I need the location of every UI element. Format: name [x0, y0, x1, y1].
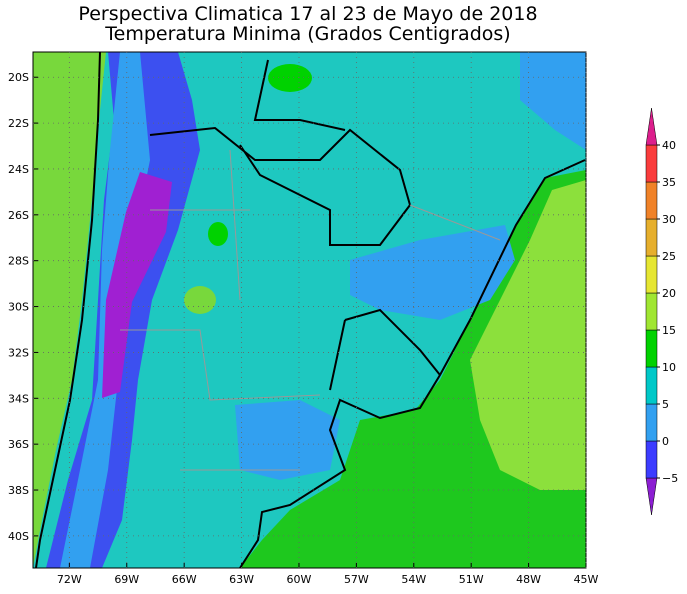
colorbar-label: 30 — [662, 213, 676, 226]
colorbar-label: 25 — [662, 250, 676, 263]
colorbar-high — [645, 107, 658, 146]
colorbar-segment — [645, 181, 658, 220]
lon-label: 57W — [344, 573, 369, 586]
lon-label: 45W — [574, 573, 599, 586]
colorbar-segment — [645, 255, 658, 294]
lat-label: 24S — [8, 163, 29, 176]
map-field — [33, 52, 586, 568]
lat-label: 32S — [8, 346, 29, 359]
lon-label: 69W — [114, 573, 139, 586]
lon-label: 66W — [172, 573, 197, 586]
colorbar-segment — [645, 366, 658, 405]
colorbar-label: 40 — [662, 139, 676, 152]
colorbar-label: −5 — [662, 472, 678, 485]
colorbar-label: 10 — [662, 361, 676, 374]
colorbar-label: 0 — [662, 435, 669, 448]
lon-label: 60W — [287, 573, 312, 586]
colorbar-segment — [645, 218, 658, 257]
lat-label: 34S — [8, 392, 29, 405]
colorbar-segment — [645, 403, 658, 442]
lat-label: 20S — [8, 71, 29, 84]
lat-label: 22S — [8, 117, 29, 130]
colorbar-segment — [645, 329, 658, 368]
map-frame — [32, 51, 587, 569]
lon-label: 51W — [459, 573, 484, 586]
lat-label: 26S — [8, 209, 29, 222]
map-title: Perspectiva Climatica 17 al 23 de Mayo d… — [78, 3, 537, 25]
map-subtitle: Temperatura Minima (Grados Centigrados) — [104, 23, 510, 45]
lat-label: 38S — [8, 484, 29, 497]
lon-label: 72W — [57, 573, 82, 586]
colorbar-segment — [645, 440, 658, 479]
lat-label: 28S — [8, 255, 29, 268]
lon-label: 63W — [229, 573, 254, 586]
lat-label: 36S — [8, 438, 29, 451]
colorbar-label: 20 — [662, 287, 676, 300]
lat-label: 30S — [8, 301, 29, 314]
lat-label: 40S — [8, 530, 29, 543]
colorbar-label: 15 — [662, 324, 676, 337]
colorbar-segment — [645, 144, 658, 183]
colorbar-label: 5 — [662, 398, 669, 411]
colorbar-segment — [645, 292, 658, 331]
colorbar-label: 35 — [662, 176, 676, 189]
lon-label: 48W — [516, 573, 541, 586]
lon-label: 54W — [401, 573, 426, 586]
colorbar-low — [645, 477, 658, 516]
